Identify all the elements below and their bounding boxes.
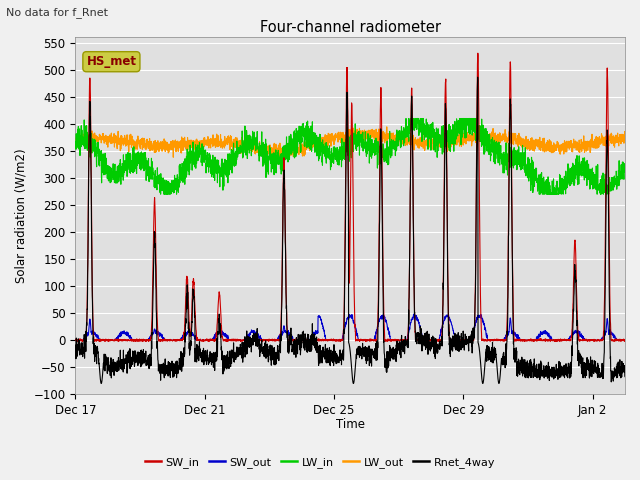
X-axis label: Time: Time [336, 419, 365, 432]
Title: Four-channel radiometer: Four-channel radiometer [260, 20, 441, 35]
Y-axis label: Solar radiation (W/m2): Solar radiation (W/m2) [15, 148, 28, 283]
Text: No data for f_Rnet: No data for f_Rnet [6, 7, 108, 18]
Legend: SW_in, SW_out, LW_in, LW_out, Rnet_4way: SW_in, SW_out, LW_in, LW_out, Rnet_4way [140, 452, 500, 472]
Text: HS_met: HS_met [86, 55, 136, 68]
